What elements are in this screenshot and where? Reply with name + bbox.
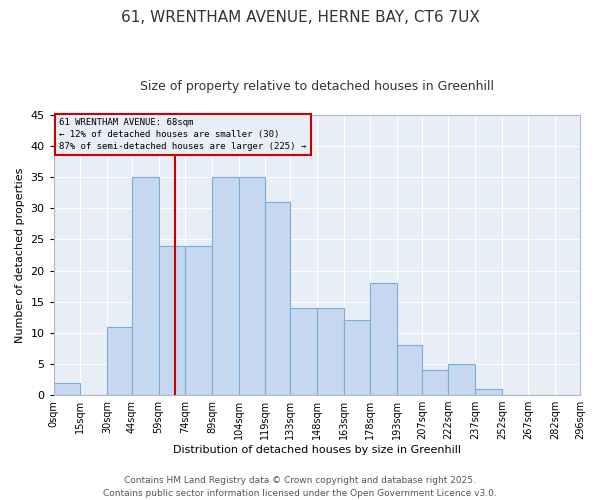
Bar bbox=[344, 320, 370, 395]
Bar bbox=[132, 177, 158, 395]
Bar bbox=[185, 246, 212, 395]
X-axis label: Distribution of detached houses by size in Greenhill: Distribution of detached houses by size … bbox=[173, 445, 461, 455]
Bar bbox=[107, 326, 132, 395]
Text: 61 WRENTHAM AVENUE: 68sqm
← 12% of detached houses are smaller (30)
87% of semi-: 61 WRENTHAM AVENUE: 68sqm ← 12% of detac… bbox=[59, 118, 306, 150]
Bar bbox=[158, 246, 185, 395]
Bar bbox=[239, 177, 265, 395]
Bar bbox=[370, 283, 397, 395]
Bar bbox=[475, 389, 502, 395]
Title: Size of property relative to detached houses in Greenhill: Size of property relative to detached ho… bbox=[140, 80, 494, 93]
Bar bbox=[54, 382, 80, 395]
Bar bbox=[317, 308, 344, 395]
Bar bbox=[422, 370, 448, 395]
Bar bbox=[265, 202, 290, 395]
Bar bbox=[212, 177, 239, 395]
Text: 61, WRENTHAM AVENUE, HERNE BAY, CT6 7UX: 61, WRENTHAM AVENUE, HERNE BAY, CT6 7UX bbox=[121, 10, 479, 25]
Y-axis label: Number of detached properties: Number of detached properties bbox=[15, 168, 25, 342]
Text: Contains HM Land Registry data © Crown copyright and database right 2025.
Contai: Contains HM Land Registry data © Crown c… bbox=[103, 476, 497, 498]
Bar bbox=[290, 308, 317, 395]
Bar bbox=[397, 346, 422, 395]
Bar bbox=[448, 364, 475, 395]
